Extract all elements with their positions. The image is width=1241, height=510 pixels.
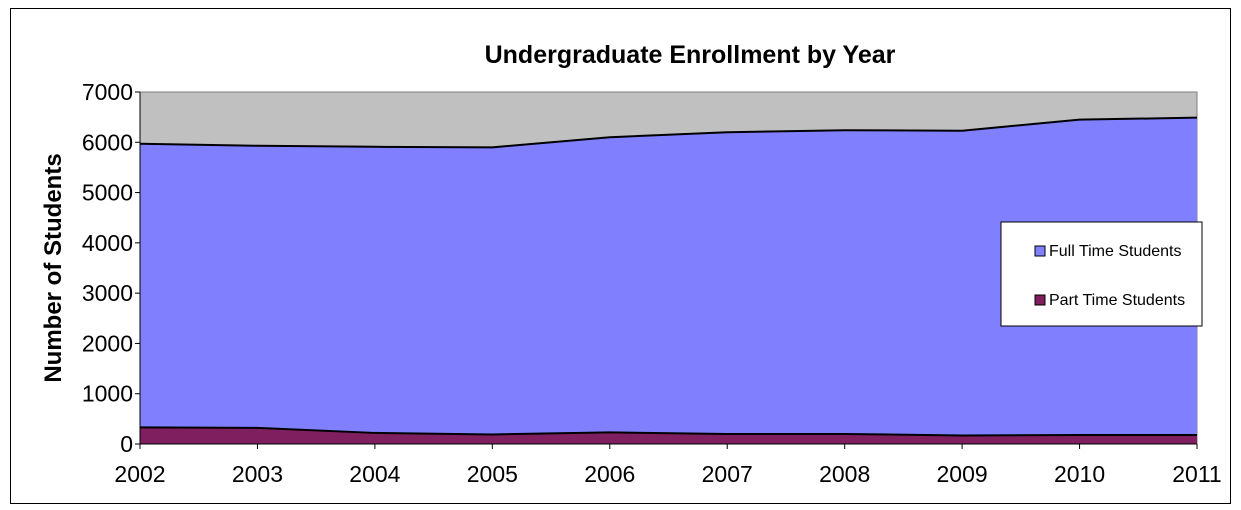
legend-swatch xyxy=(1034,294,1046,306)
x-tick-label: 2003 xyxy=(232,461,283,487)
x-tick-label: 2009 xyxy=(937,461,988,487)
y-tick-label: 5000 xyxy=(82,180,133,206)
x-tick-label: 2011 xyxy=(1172,461,1221,487)
y-tick-label: 2000 xyxy=(82,330,133,356)
x-tick-label: 2002 xyxy=(114,461,165,487)
chart-title: Undergraduate Enrollment by Year xyxy=(485,41,896,69)
legend-label: Part Time Students xyxy=(1049,292,1185,309)
y-tick-label: 6000 xyxy=(82,129,133,155)
x-tick-label: 2007 xyxy=(702,461,753,487)
area-edge-part-time-students xyxy=(139,426,1197,437)
legend-swatch xyxy=(1034,245,1046,257)
y-tick-label: 1000 xyxy=(82,381,133,407)
x-tick-label: 2006 xyxy=(584,461,635,487)
x-tick-label: 2004 xyxy=(349,461,400,487)
x-tick-label: 2008 xyxy=(819,461,870,487)
y-axis-label: Number of Students xyxy=(40,153,67,382)
legend: Full Time Students Part Time Students xyxy=(1000,221,1203,327)
y-tick-label: 0 xyxy=(120,431,133,457)
y-tick-label: 7000 xyxy=(82,79,133,105)
area-edge-full-time-students xyxy=(139,116,1198,149)
area-part-time-students xyxy=(140,427,1197,444)
x-tick-label: 2005 xyxy=(467,461,518,487)
area-full-time-students xyxy=(140,117,1197,436)
legend-label: Full Time Students xyxy=(1049,243,1182,260)
y-tick-label: 4000 xyxy=(82,230,133,256)
legend-box xyxy=(1000,221,1203,327)
y-tick-label: 3000 xyxy=(82,280,133,306)
x-tick-label: 2010 xyxy=(1054,461,1105,487)
